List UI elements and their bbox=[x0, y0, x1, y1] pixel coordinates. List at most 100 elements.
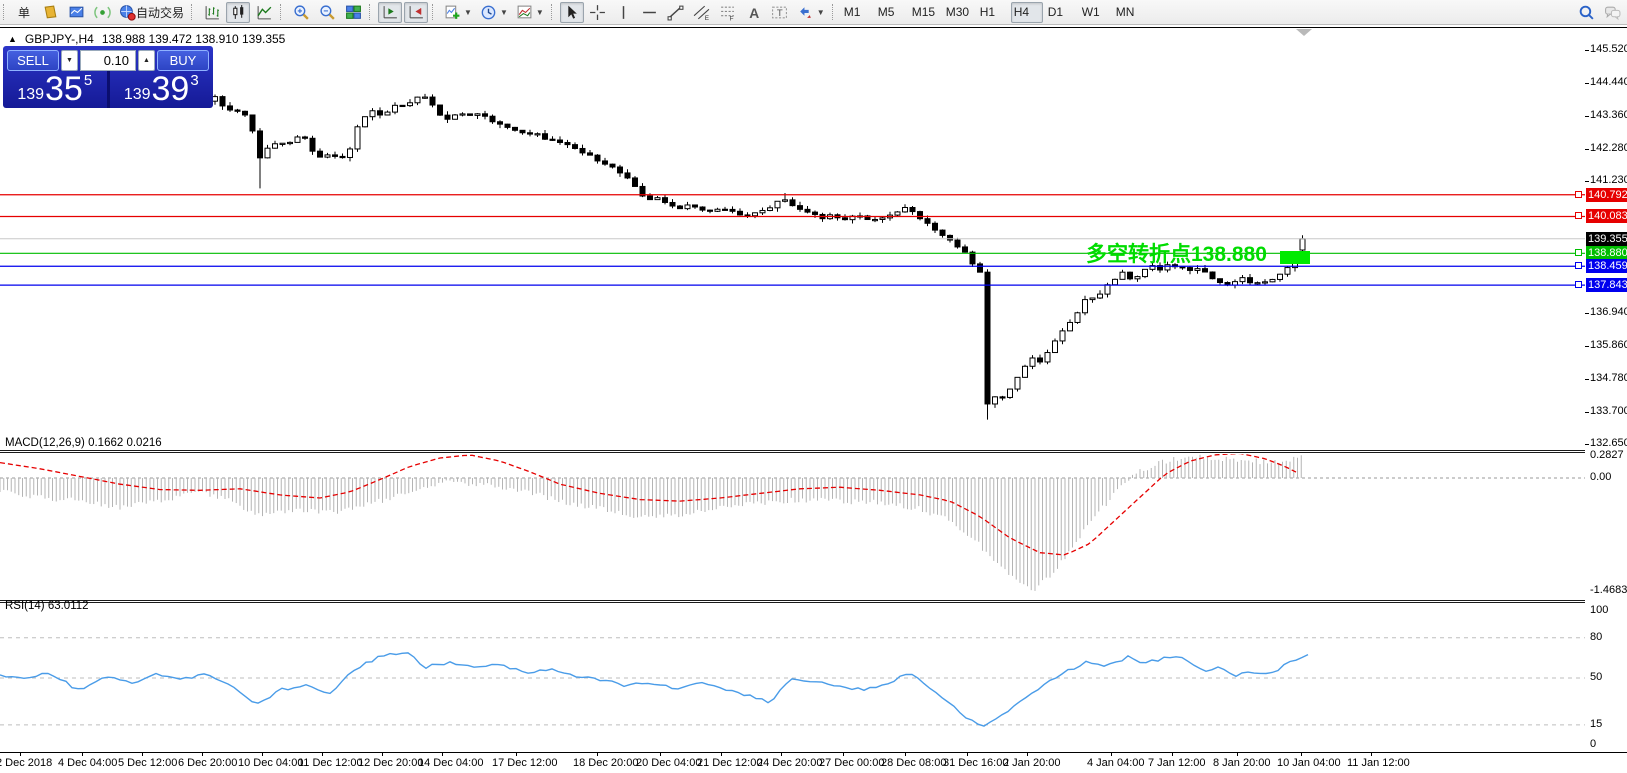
toolbar-grip bbox=[550, 4, 555, 20]
rsi-axis-label: 50 bbox=[1590, 671, 1603, 683]
fibonacci-button[interactable]: F bbox=[716, 2, 740, 23]
time-label: 2 Dec 2018 bbox=[0, 757, 53, 769]
price-badge-139.355[interactable]: 139.355 bbox=[1586, 231, 1627, 246]
price-tick-label: 142.280 bbox=[1590, 142, 1627, 155]
price-tick-mark bbox=[1585, 83, 1589, 85]
auto-scroll-button[interactable] bbox=[404, 1, 429, 23]
sell-button[interactable]: SELL bbox=[7, 50, 59, 71]
cursor-button[interactable] bbox=[559, 1, 584, 23]
time-label: 7 Jan 12:00 bbox=[1148, 757, 1206, 769]
chart-shift-marker[interactable] bbox=[1296, 29, 1312, 36]
timeframe-d1[interactable]: D1 bbox=[1045, 2, 1077, 23]
labelT-icon: T bbox=[772, 6, 788, 19]
volume-increase-button[interactable]: ▲ bbox=[138, 50, 155, 71]
time-tick-mark bbox=[1371, 752, 1372, 756]
timeframe-h1[interactable]: H1 bbox=[977, 2, 1009, 23]
macd-pane[interactable] bbox=[0, 454, 1585, 600]
time-label: 10 Dec 04:00 bbox=[238, 757, 304, 769]
pane-separator[interactable] bbox=[0, 600, 1585, 601]
label-button[interactable]: T bbox=[768, 2, 792, 23]
pivot-highlight-box[interactable] bbox=[1280, 251, 1310, 264]
trendline-button[interactable] bbox=[664, 2, 688, 23]
zoom-in-button[interactable] bbox=[289, 2, 313, 23]
time-tick-mark bbox=[967, 752, 968, 756]
hline-handle[interactable] bbox=[1575, 262, 1582, 270]
bar-chart-button[interactable] bbox=[200, 2, 224, 23]
hline-handle[interactable] bbox=[1575, 190, 1582, 198]
time-tick-mark bbox=[781, 752, 782, 756]
chart-shift-button[interactable] bbox=[378, 1, 403, 23]
timeframe-m5-label: M5 bbox=[877, 5, 895, 19]
new-chart-dropdown[interactable]: ▼ bbox=[441, 2, 475, 23]
tiles-icon bbox=[345, 5, 361, 19]
arrows-dropdown[interactable]: ▼ bbox=[794, 2, 828, 23]
main-chart-pane[interactable] bbox=[0, 28, 1585, 450]
panel-collapse-icon[interactable]: ▲ bbox=[8, 34, 17, 44]
time-label: 24 Dec 20:00 bbox=[757, 757, 823, 769]
toolbar-group-3 bbox=[377, 0, 429, 25]
buy-price[interactable]: 139 39 3 bbox=[110, 71, 214, 108]
pivot-annotation-text[interactable]: 多空转折点138.880 bbox=[1086, 243, 1267, 266]
volume-decrease-button[interactable]: ▼ bbox=[61, 50, 78, 71]
periods-dropdown[interactable]: ▼ bbox=[477, 2, 511, 23]
monitor-icon bbox=[69, 6, 83, 17]
timeframe-mn[interactable]: MN bbox=[1113, 2, 1145, 23]
timeframe-m1[interactable]: M1 bbox=[841, 2, 873, 23]
horizontal-line-button[interactable] bbox=[638, 2, 662, 23]
timeframe-m15-label: M15 bbox=[911, 5, 936, 19]
chevron-down-icon: ▼ bbox=[816, 7, 825, 17]
timeframe-m30[interactable]: M30 bbox=[943, 2, 975, 23]
channel-button[interactable]: E bbox=[690, 2, 714, 23]
sell-price-pip: 5 bbox=[83, 72, 93, 89]
timeframe-w1[interactable]: W1 bbox=[1079, 2, 1111, 23]
timeframe-m5[interactable]: M5 bbox=[875, 2, 907, 23]
price-badge-137.843[interactable]: 137.843 bbox=[1586, 278, 1627, 293]
price-badge-140.792[interactable]: 140.792 bbox=[1586, 187, 1627, 202]
candlestick-chart-button[interactable] bbox=[226, 1, 251, 23]
pane-separator[interactable] bbox=[0, 450, 1585, 451]
svg-text:T: T bbox=[777, 8, 783, 19]
text-button[interactable]: A bbox=[742, 2, 766, 23]
buy-button[interactable]: BUY bbox=[157, 50, 209, 71]
price-badge-138.880[interactable]: 138.880 bbox=[1586, 246, 1627, 261]
volume-input[interactable]: 0.10 bbox=[80, 50, 136, 71]
tile-windows-button[interactable] bbox=[341, 2, 365, 23]
vertical-line-button[interactable] bbox=[612, 2, 636, 23]
price-axis[interactable] bbox=[1585, 28, 1627, 752]
buy-price-pip: 3 bbox=[190, 72, 199, 89]
price-tick-label: 144.440 bbox=[1590, 76, 1627, 89]
price-badge-140.083[interactable]: 140.083 bbox=[1586, 209, 1627, 224]
toolbar: 单 自动交易 ▼ ▼ ▼ E F A T ▼ M1 M5 M15 M30 H1 H4 D1 W1 MN bbox=[0, 0, 1627, 25]
macd-axis-label: 0.00 bbox=[1590, 471, 1612, 483]
price-badge-138.459[interactable]: 138.459 bbox=[1586, 259, 1627, 274]
time-tick-mark bbox=[382, 752, 383, 756]
templates-dropdown[interactable]: ▼ bbox=[513, 2, 547, 23]
chat-button[interactable] bbox=[1600, 2, 1624, 23]
pane-separator[interactable] bbox=[0, 602, 1585, 603]
rsi-pane[interactable] bbox=[0, 604, 1585, 752]
search-button[interactable] bbox=[1574, 2, 1598, 23]
price-tick-label: 133.700 bbox=[1590, 404, 1627, 417]
signal-icon-button[interactable] bbox=[90, 2, 114, 23]
line-chart-button[interactable] bbox=[252, 2, 276, 23]
document-icon-button[interactable] bbox=[38, 2, 62, 23]
chevron-down-icon: ▼ bbox=[535, 7, 544, 17]
pane-separator[interactable] bbox=[0, 452, 1585, 453]
hline-handle[interactable] bbox=[1575, 281, 1582, 289]
autotrading-button[interactable]: 自动交易 bbox=[116, 2, 187, 23]
new-order-button[interactable]: 单 bbox=[12, 2, 36, 23]
timeframe-h4[interactable]: H4 bbox=[1010, 1, 1043, 23]
zoom-out-button[interactable] bbox=[315, 2, 339, 23]
template-icon bbox=[517, 5, 532, 18]
sell-price[interactable]: 139 35 5 bbox=[3, 71, 107, 108]
chart-window-icon-button[interactable] bbox=[64, 2, 88, 23]
price-tick-label: 145.520 bbox=[1590, 42, 1627, 55]
arrows-icon bbox=[799, 6, 811, 18]
hline-handle[interactable] bbox=[1575, 249, 1582, 257]
crosshair-button[interactable] bbox=[586, 2, 610, 23]
time-label: 4 Jan 04:00 bbox=[1087, 757, 1145, 769]
time-tick-mark bbox=[1237, 752, 1238, 756]
hline-handle[interactable] bbox=[1575, 212, 1582, 220]
timeframe-m15[interactable]: M15 bbox=[909, 2, 941, 23]
